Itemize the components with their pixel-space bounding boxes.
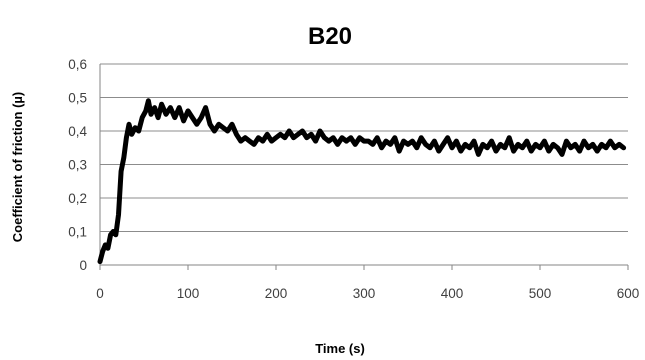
y-axis-label: Coefficient of friction (µ)	[10, 92, 25, 242]
y-tick-label: 0,3	[68, 158, 87, 173]
y-tick-label: 0,4	[68, 124, 87, 139]
x-axis-label: Time (s)	[315, 341, 365, 356]
gridlines	[99, 63, 629, 270]
y-tick-label: 0,2	[68, 191, 87, 206]
x-tick-labels: 0 100 200 300 400 500 600	[96, 286, 639, 301]
y-tick-label: 0,1	[68, 225, 87, 240]
x-tick-label: 300	[353, 286, 376, 301]
x-tick-label: 200	[265, 286, 288, 301]
series-line	[97, 98, 627, 265]
y-tick-label: 0	[79, 258, 87, 273]
x-tick-label: 400	[441, 286, 464, 301]
chart-title: B20	[308, 23, 352, 50]
x-tick-label: 600	[617, 286, 640, 301]
y-tick-labels: 0 0,1 0,2 0,3 0,4 0,5 0,6	[68, 57, 87, 273]
x-tick-label: 500	[529, 286, 552, 301]
x-tick-label: 0	[96, 286, 104, 301]
y-tick-label: 0,5	[68, 91, 87, 106]
y-tick-label: 0,6	[68, 57, 87, 72]
series-layer	[97, 98, 627, 265]
x-tick-label: 100	[177, 286, 200, 301]
